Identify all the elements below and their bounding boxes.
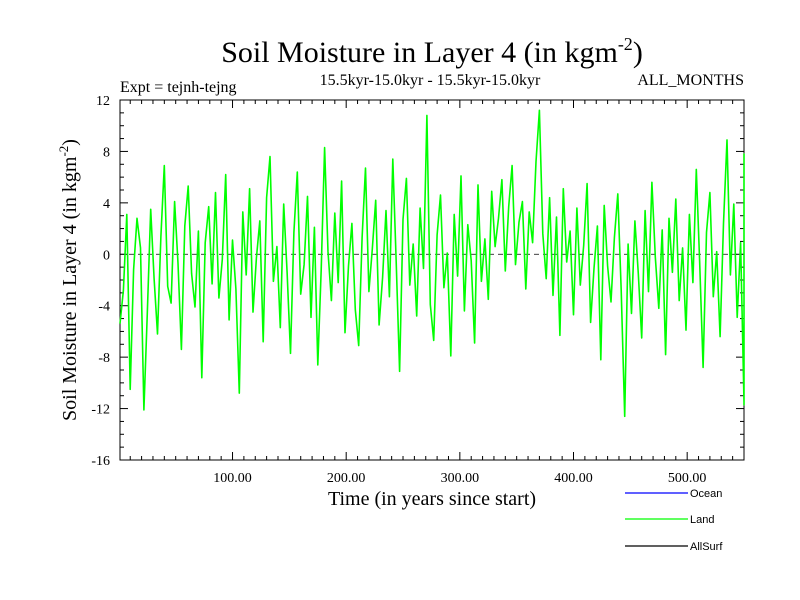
x-tick-label: 100.00 [213,471,252,486]
chart-title-close: ) [633,36,643,69]
y-tick-label: 0 [103,248,110,263]
legend-label-land: Land [690,514,714,526]
axis-ticks [120,99,744,461]
x-tick-label: 300.00 [441,471,480,486]
legend: Ocean Land AllSurf [625,488,723,553]
months-label: ALL_MONTHS [637,72,744,89]
y-tick-label: -12 [91,403,110,418]
x-tick-labels: 100.00 200.00 300.00 400.00 500.00 [213,471,706,486]
legend-item-land: Land [625,514,714,526]
expt-label: Expt = tejnh-tejng [120,79,237,96]
y-axis-label-close: ) [59,139,81,146]
y-tick-label: -4 [98,300,110,315]
legend-item-ocean: Ocean [625,488,722,500]
y-tick-label: 12 [96,94,110,109]
plot-frame [119,99,745,461]
y-tick-label: -8 [98,351,110,366]
chart-title: Soil Moisture in Layer 4 (in kgm-2) [221,34,643,69]
chart-title-sup: -2 [618,34,633,54]
x-tick-label: 400.00 [554,471,593,486]
x-tick-label: 500.00 [668,471,707,486]
legend-label-ocean: Ocean [690,488,722,500]
y-tick-label: -16 [91,454,110,469]
period-label: 15.5kyr-15.0kyr - 15.5kyr-15.0kyr [320,72,541,89]
x-axis-label: Time (in years since start) [328,488,536,510]
y-axis-label: Soil Moisture in Layer 4 (in kgm-2) [56,139,81,421]
legend-item-allsurf: AllSurf [625,541,723,553]
y-tick-labels: -16 -12 -8 -4 0 4 8 12 [91,94,110,469]
legend-label-allsurf: AllSurf [690,541,723,553]
y-axis-label-main: Soil Moisture in Layer 4 (in kgm [59,156,81,421]
y-axis-label-sup: -2 [56,146,71,157]
x-tick-label: 200.00 [327,471,366,486]
y-tick-label: 8 [103,145,110,160]
series-line-land [119,109,745,418]
chart-title-main: Soil Moisture in Layer 4 (in kgm [221,36,618,69]
y-tick-label: 4 [103,197,110,212]
